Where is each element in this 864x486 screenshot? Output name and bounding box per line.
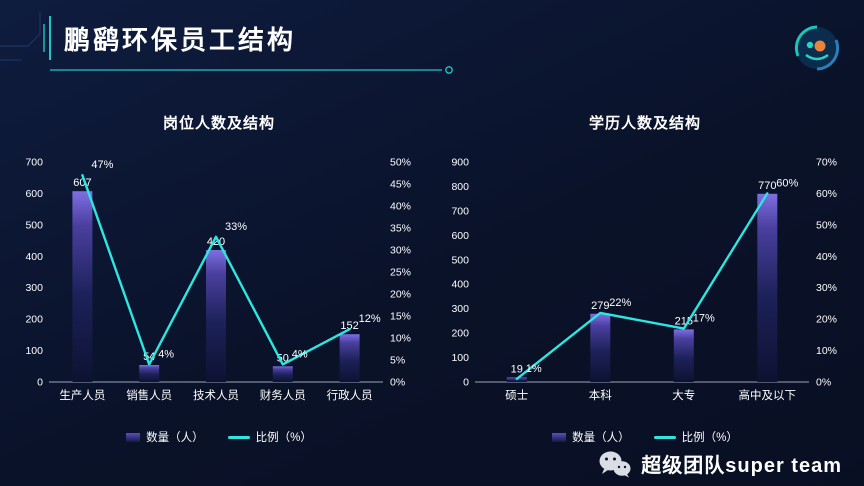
svg-text:1%: 1% [526,363,542,375]
page-title: 鹏鹞环保员工结构 [64,25,297,55]
svg-text:高中及以下: 高中及以下 [739,388,797,402]
svg-text:30%: 30% [816,282,837,294]
svg-text:100: 100 [451,352,469,364]
svg-text:700: 700 [25,157,43,169]
legend-label: 比例（%） [255,432,312,444]
header: 鹏鹞环保员工结构 [0,0,864,96]
svg-text:40%: 40% [390,201,411,213]
svg-text:200: 200 [25,314,43,326]
svg-text:500: 500 [451,254,469,266]
charts-row: 岗位人数及结构 0 100 200 300 400 500 600 700 0% 5% 10% 15%… [6,112,858,446]
svg-text:100: 100 [25,345,43,357]
svg-text:400: 400 [451,279,469,291]
svg-text:生产人员: 生产人员 [59,388,105,402]
chart-legend: 数量（人） 比例（%） [126,428,312,446]
svg-text:60%: 60% [776,177,798,189]
svg-text:20%: 20% [816,314,837,326]
svg-text:25%: 25% [390,267,411,279]
chart-education: 学历人数及结构 0 100 200 300 400 500 600 700 800 900 0% 10… [432,112,858,446]
svg-text:10%: 10% [390,333,411,345]
svg-text:50%: 50% [816,219,837,231]
legend-label: 比例（%） [681,432,738,444]
svg-text:4%: 4% [158,348,174,360]
svg-text:900: 900 [451,157,469,169]
legend-line-swatch [653,435,676,439]
svg-text:770: 770 [758,180,776,192]
svg-text:30%: 30% [390,245,411,257]
legend-item-ratio: 比例（%） [653,429,738,445]
svg-text:财务人员: 财务人员 [260,388,306,402]
svg-text:行政人员: 行政人员 [327,388,373,402]
svg-text:70%: 70% [816,157,837,169]
legend-line-swatch [227,435,250,439]
legend-bar-swatch [552,432,567,442]
svg-text:279: 279 [591,300,609,312]
legend-item-ratio: 比例（%） [227,429,312,445]
svg-text:50: 50 [277,352,289,364]
svg-text:45%: 45% [390,179,411,191]
chart-title: 岗位人数及结构 [162,115,275,132]
svg-text:0: 0 [37,377,43,389]
svg-text:600: 600 [25,188,43,200]
svg-text:600: 600 [451,230,469,242]
company-logo-icon [794,25,840,71]
svg-text:10%: 10% [816,345,837,357]
svg-text:700: 700 [451,205,469,217]
svg-text:22%: 22% [609,297,631,309]
svg-text:5%: 5% [390,355,405,367]
svg-text:35%: 35% [390,223,411,235]
svg-text:0%: 0% [816,377,831,389]
chart-legend: 数量（人） 比例（%） [552,428,738,446]
svg-text:152: 152 [340,320,358,332]
svg-text:12%: 12% [359,313,381,325]
svg-text:技术人员: 技术人员 [193,389,239,402]
svg-text:300: 300 [451,303,469,315]
svg-text:60%: 60% [816,188,837,200]
svg-text:40%: 40% [816,251,837,263]
legend-label: 数量（人） [572,432,630,444]
svg-text:33%: 33% [225,221,247,233]
svg-text:4%: 4% [292,348,308,360]
svg-text:19: 19 [511,363,523,375]
svg-text:800: 800 [451,181,469,193]
svg-text:硕士: 硕士 [505,389,528,402]
svg-text:400: 400 [25,251,43,263]
svg-text:17%: 17% [693,313,715,325]
svg-text:47%: 47% [91,159,113,171]
svg-text:20%: 20% [390,289,411,301]
legend-label: 数量（人） [146,432,204,444]
chart-positions: 岗位人数及结构 0 100 200 300 400 500 600 700 0% 5% 10% 15%… [6,112,432,446]
svg-text:50%: 50% [390,157,411,169]
education-combo-chart: 0 100 200 300 400 500 600 700 800 900 0% 10% 20% 30% 4… [451,157,837,403]
svg-text:销售人员: 销售人员 [126,388,172,402]
svg-text:215: 215 [675,315,693,327]
chart-title: 学历人数及结构 [588,115,701,132]
svg-text:300: 300 [25,282,43,294]
team-brand-text: 超级团队super team [641,455,842,477]
svg-text:大专: 大专 [672,388,695,402]
legend-bar-swatch [126,432,141,442]
footer: 超级团队super team [598,449,842,478]
svg-text:0%: 0% [390,377,405,389]
svg-text:500: 500 [25,219,43,231]
svg-text:15%: 15% [390,311,411,323]
svg-text:607: 607 [73,177,91,189]
legend-item-count: 数量（人） [126,429,204,445]
svg-text:200: 200 [451,328,469,340]
wechat-icon [599,451,631,477]
svg-text:0: 0 [463,377,469,389]
legend-item-count: 数量（人） [552,429,630,445]
header-decoration [0,12,453,74]
svg-text:本科: 本科 [589,388,612,402]
positions-combo-chart: 0 100 200 300 400 500 600 700 0% 5% 10% 15% 20% 25% 30… [25,157,411,403]
